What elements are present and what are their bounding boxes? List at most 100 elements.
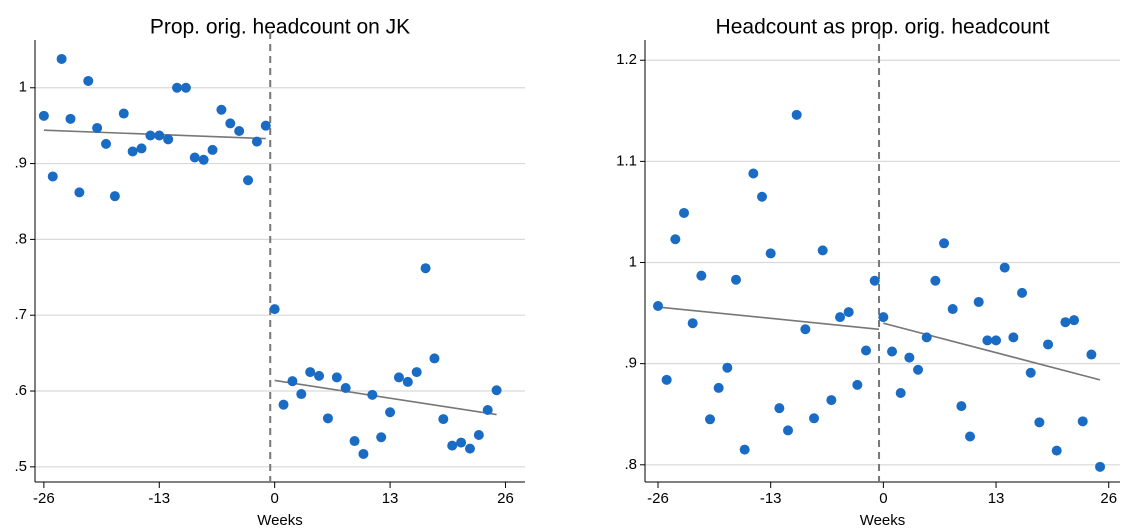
point [1051,445,1062,456]
point [92,122,103,133]
point [1017,287,1028,298]
point [163,134,174,145]
point [930,275,941,286]
point [1077,416,1088,427]
point [887,346,898,357]
point [982,335,993,346]
point [349,436,360,447]
point [852,379,863,390]
point [774,403,785,414]
point [127,146,138,157]
point [956,401,967,412]
point [696,270,707,281]
point [367,389,378,400]
x-tick-label: 26 [497,490,514,507]
chart-title: Headcount as prop. orig. headcount [716,16,1050,39]
point [835,312,846,323]
point [947,304,958,315]
point [869,275,880,286]
point [713,382,724,393]
point [154,130,165,141]
point [118,108,129,119]
point [331,372,342,383]
x-tick-label: -13 [760,490,782,507]
point [679,207,690,218]
point [38,110,49,121]
point [895,387,906,398]
y-tick-label: .8 [624,456,637,473]
y-tick-label: .7 [14,306,27,323]
point [1060,317,1071,328]
point [904,352,915,363]
point [991,335,1002,346]
point [653,301,664,312]
y-tick-label: .8 [14,230,27,247]
point [965,431,976,442]
point [464,443,475,454]
point [482,404,493,415]
point [314,370,325,381]
point [358,448,369,459]
y-tick-label: .9 [14,155,27,172]
point [287,376,298,387]
y-tick-label: 1.1 [616,152,637,169]
x-axis-label: Weeks [257,512,303,529]
y-tick-label: .6 [14,382,27,399]
x-tick-label: 0 [271,490,279,507]
point [939,238,950,249]
point [739,444,750,455]
point [402,376,413,387]
point [101,138,112,149]
point [973,296,984,307]
point [1008,332,1019,343]
point [878,312,889,323]
point [722,362,733,373]
point [385,407,396,418]
point [705,414,716,425]
point [376,432,387,443]
point [447,440,458,451]
x-tick-label: 26 [1100,490,1117,507]
x-tick-label: -26 [33,490,55,507]
point [198,154,209,165]
y-tick-label: .9 [624,355,637,372]
point [65,113,76,124]
point [765,248,776,259]
point [429,353,440,364]
point [999,262,1010,273]
point [791,109,802,120]
point [278,399,289,410]
point [921,332,932,343]
y-tick-label: 1 [629,253,637,270]
point [269,304,280,315]
point [456,437,467,448]
point [826,395,837,406]
point [783,425,794,436]
point [172,82,183,93]
y-tick-label: 1.2 [616,51,637,68]
x-tick-label: 0 [879,490,887,507]
point [136,143,147,154]
point [260,120,271,131]
point [1086,349,1097,360]
point [757,191,768,202]
chart-title: Prop. orig. headcount on JK [150,16,410,39]
x-tick-label: 13 [382,490,399,507]
point [411,367,422,378]
x-tick-label: -13 [148,490,170,507]
x-tick-label: 13 [988,490,1005,507]
point [243,175,254,186]
point [47,171,58,182]
point [661,374,672,385]
point [438,414,449,425]
point [56,53,67,64]
y-tick-label: 1 [19,79,27,96]
point [731,274,742,285]
point [843,307,854,318]
point [340,382,351,393]
point [1043,339,1054,350]
point [1095,461,1106,472]
point [809,413,820,424]
point [216,104,227,115]
